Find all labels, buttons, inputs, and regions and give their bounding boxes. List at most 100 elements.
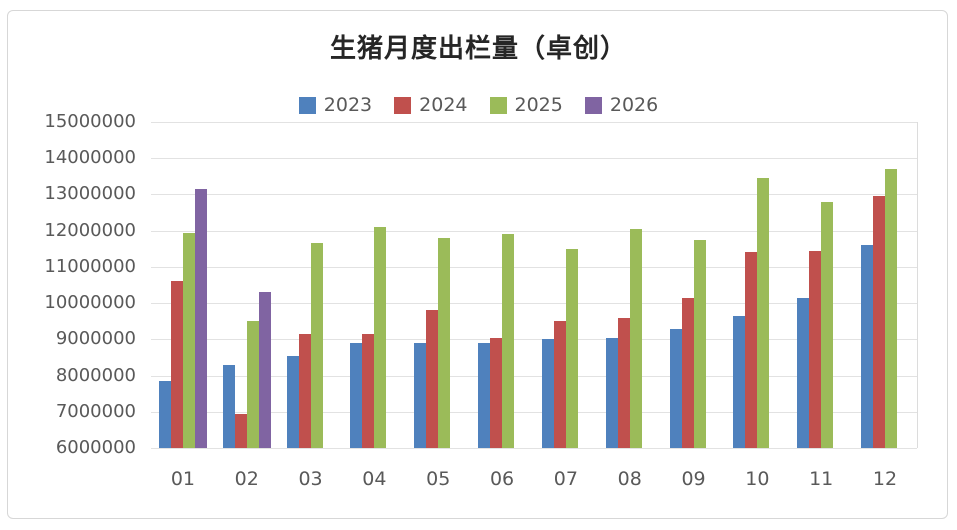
bar-2024-month-02[interactable] <box>234 413 247 448</box>
bar-slot <box>502 122 515 448</box>
bar-2023-month-06[interactable] <box>478 343 491 448</box>
bar-2023-month-04[interactable] <box>350 343 363 448</box>
legend-item-2024[interactable]: 2024 <box>394 94 468 116</box>
bar-2025-month-07[interactable] <box>565 248 578 448</box>
bar-slot <box>681 122 694 448</box>
y-tick-label: 12000000 <box>44 220 136 241</box>
legend-item-2023[interactable]: 2023 <box>298 94 373 116</box>
bar-2025-month-04[interactable] <box>374 227 387 448</box>
bar-group-10 <box>725 122 789 448</box>
gridline <box>151 122 917 123</box>
bar-group-06 <box>470 122 534 448</box>
bar-slot <box>885 122 898 448</box>
bar-slot <box>797 122 810 448</box>
bar-2024-month-09[interactable] <box>681 297 694 448</box>
bar-slot <box>362 122 375 448</box>
legend-item-2025[interactable]: 2025 <box>489 94 563 116</box>
bar-slot <box>438 122 451 448</box>
bar-group-12 <box>853 122 917 448</box>
bar-2024-month-04[interactable] <box>362 333 375 448</box>
legend-label: 2025 <box>514 94 563 116</box>
bar-2024-month-11[interactable] <box>809 250 822 448</box>
chart-title: 生猪月度出栏量（卓创） <box>329 34 627 64</box>
bar-2023-month-03[interactable] <box>286 355 299 448</box>
y-tick-label: 13000000 <box>44 183 136 204</box>
bar-2025-month-01[interactable] <box>182 232 195 448</box>
gridline <box>151 158 917 159</box>
bar-2025-month-12[interactable] <box>885 169 898 448</box>
bar-2023-month-10[interactable] <box>733 315 746 448</box>
bar-2025-month-08[interactable] <box>629 228 642 448</box>
gridline <box>151 339 917 340</box>
bar-2025-month-11[interactable] <box>821 201 834 448</box>
bar-2025-month-10[interactable] <box>757 178 770 448</box>
legend-swatch-icon <box>394 96 412 114</box>
bar-slot <box>565 122 578 448</box>
bar-2025-month-02[interactable] <box>246 321 259 448</box>
bar-2024-month-10[interactable] <box>745 252 758 448</box>
bar-2024-month-12[interactable] <box>873 196 886 448</box>
bar-2024-month-06[interactable] <box>490 337 503 448</box>
bar-2023-month-11[interactable] <box>797 297 810 448</box>
bar-slot <box>733 122 746 448</box>
bar-group-01 <box>151 122 215 448</box>
legend-swatch-icon <box>298 96 316 114</box>
x-tick-label-03: 03 <box>298 468 323 490</box>
bar-slot <box>629 122 642 448</box>
gridline <box>151 376 917 377</box>
bar-2024-month-07[interactable] <box>553 321 566 448</box>
bar-slot <box>386 122 398 448</box>
legend-swatch-icon <box>489 96 507 114</box>
bar-2023-month-07[interactable] <box>541 339 554 448</box>
bar-2023-month-02[interactable] <box>222 364 235 448</box>
legend-item-2026[interactable]: 2026 <box>584 94 658 116</box>
x-tick-label-09: 09 <box>681 468 706 490</box>
bar-group-08 <box>598 122 662 448</box>
legend-label: 2023 <box>323 94 373 116</box>
x-tick-label-02: 02 <box>234 468 259 490</box>
plot-area <box>151 122 918 449</box>
bar-group-05 <box>406 122 470 448</box>
bar-2023-month-08[interactable] <box>605 337 618 448</box>
x-tick-label-11: 11 <box>809 468 834 490</box>
bar-2023-month-01[interactable] <box>158 381 171 448</box>
bar-slot <box>693 122 706 448</box>
bar-slot <box>706 122 718 448</box>
bar-slot <box>310 122 323 448</box>
bar-group-11 <box>789 122 853 448</box>
gridline <box>151 231 917 232</box>
bar-slot <box>286 122 299 448</box>
x-tick-label-01: 01 <box>170 468 195 490</box>
bar-2024-month-08[interactable] <box>617 317 630 448</box>
bar-slot <box>578 122 590 448</box>
bar-slot <box>745 122 758 448</box>
bar-slot <box>617 122 630 448</box>
bar-slot <box>478 122 491 448</box>
bar-2023-month-09[interactable] <box>669 328 682 448</box>
gridline <box>151 303 917 304</box>
bar-2024-month-03[interactable] <box>298 333 311 448</box>
bar-slot <box>450 122 462 448</box>
bar-slot <box>194 122 207 448</box>
bar-2025-month-03[interactable] <box>310 243 323 448</box>
gridline <box>151 412 917 413</box>
x-tick-label-12: 12 <box>872 468 898 490</box>
legend-label: 2024 <box>419 94 468 116</box>
bar-slot <box>541 122 554 448</box>
bar-2025-month-09[interactable] <box>693 239 706 448</box>
bar-2023-month-05[interactable] <box>414 343 427 448</box>
bar-2024-month-01[interactable] <box>170 281 183 448</box>
bar-2023-month-12[interactable] <box>861 245 874 448</box>
x-axis-labels: 01 02 03 04 05 06 07 08 09 10 11 12 <box>151 468 917 490</box>
bar-2026-month-01[interactable] <box>194 189 207 448</box>
x-tick-label-08: 08 <box>617 468 642 490</box>
bar-slot <box>642 122 654 448</box>
bar-2025-month-05[interactable] <box>438 237 451 448</box>
gridline <box>151 448 917 449</box>
bar-slot <box>374 122 387 448</box>
bar-2024-month-05[interactable] <box>426 310 439 448</box>
bar-slot <box>873 122 886 448</box>
bar-2025-month-06[interactable] <box>502 234 515 448</box>
bar-slot <box>323 122 335 448</box>
bar-2026-month-02[interactable] <box>258 292 271 448</box>
